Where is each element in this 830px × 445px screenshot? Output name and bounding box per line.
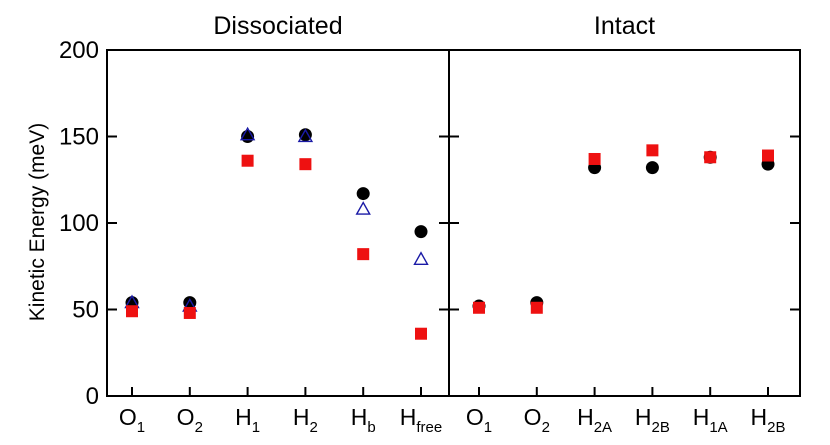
y-tick-label: 100 xyxy=(59,210,99,237)
y-tick-label: 150 xyxy=(59,124,99,151)
panel-frame-2 xyxy=(448,49,801,397)
triangle-point xyxy=(413,251,429,265)
y-tick-label: 50 xyxy=(72,297,99,324)
square-point xyxy=(473,301,485,314)
panel-frame-1 xyxy=(106,49,450,397)
circle-point xyxy=(298,128,312,142)
x-tick-label: O1 xyxy=(466,404,492,436)
square-point xyxy=(183,306,196,319)
x-tick-label: Hfree xyxy=(400,404,442,436)
triangle-point xyxy=(239,126,256,141)
square-point xyxy=(357,248,370,261)
square-point xyxy=(415,327,427,340)
square-point xyxy=(299,158,312,171)
panel-title-dissociated: Dissociated xyxy=(213,12,342,40)
square-point xyxy=(646,144,659,157)
y-axis-label: Kinetic Energy (meV) xyxy=(26,123,49,321)
square-point xyxy=(126,305,138,318)
x-tick-label: H1A xyxy=(693,404,728,436)
circle-point xyxy=(645,161,659,175)
triangle-point xyxy=(297,128,314,143)
panel-title-intact: Intact xyxy=(594,12,655,40)
x-tick-label: H2B xyxy=(635,404,670,436)
x-tick-label: H1 xyxy=(235,404,260,436)
circle-point xyxy=(356,187,370,201)
y-tick-label: 200 xyxy=(59,37,99,64)
y-tick-label: 0 xyxy=(86,383,99,410)
circle-point xyxy=(414,225,428,239)
triangle-point xyxy=(355,201,371,215)
x-tick-label: O2 xyxy=(177,404,203,436)
x-tick-label: O2 xyxy=(524,404,550,436)
square-point xyxy=(588,152,601,165)
square-point xyxy=(241,154,254,167)
x-tick-label: Hb xyxy=(351,404,376,436)
square-point xyxy=(530,301,543,314)
x-tick-label: H2 xyxy=(293,404,318,436)
x-tick-label: H2A xyxy=(577,404,612,436)
x-tick-label: H2B xyxy=(751,404,786,436)
square-point xyxy=(704,151,717,164)
square-point xyxy=(762,149,774,162)
x-tick-label: O1 xyxy=(119,404,145,436)
